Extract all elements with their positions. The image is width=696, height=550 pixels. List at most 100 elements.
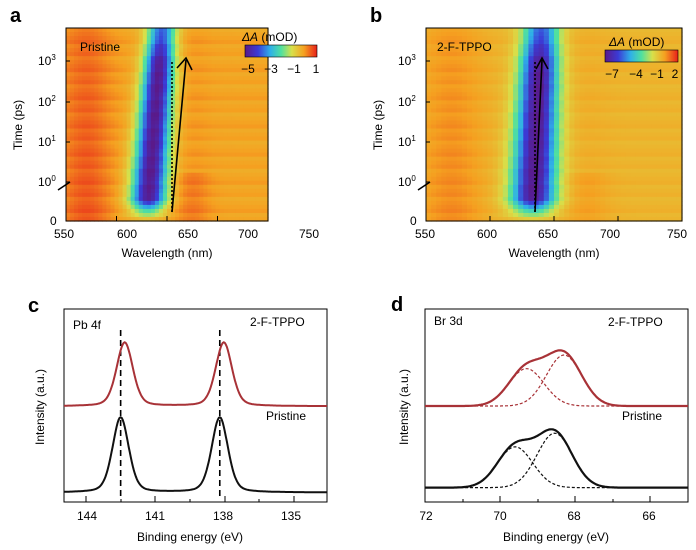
heatmap-cell	[451, 124, 458, 130]
heatmap-cell	[251, 128, 257, 134]
heatmap-cell	[162, 204, 168, 210]
heatmap-cell	[199, 128, 204, 134]
heatmap-cell	[263, 112, 269, 118]
heatmap-cell	[431, 96, 437, 101]
heatmap-cell	[138, 132, 144, 138]
heatmap-cell	[436, 48, 442, 53]
heatmap-cell	[86, 192, 91, 198]
heatmap-cell	[219, 112, 225, 118]
heatmap-cell	[142, 116, 148, 122]
heatmap-cell	[98, 28, 103, 33]
heatmap-cell	[94, 72, 99, 77]
heatmap-cell	[106, 56, 112, 61]
heatmap-cell	[574, 184, 581, 190]
heatmap-cell	[66, 108, 71, 114]
heatmap-cell	[118, 148, 124, 154]
heatmap-cell	[676, 40, 683, 45]
heatmap-cell	[223, 216, 229, 222]
heatmap-cell	[82, 156, 87, 162]
heatmap-cell	[167, 208, 172, 214]
heatmap-cell	[179, 212, 184, 218]
heatmap-cell	[239, 96, 245, 101]
heatmap-cell	[584, 72, 591, 77]
heatmap-cell	[183, 84, 188, 89]
heatmap-cell	[554, 180, 560, 186]
heatmap-cell	[122, 120, 128, 126]
heatmap-cell	[235, 36, 241, 41]
heatmap-cell	[207, 168, 213, 174]
heatmap-cell	[110, 68, 116, 73]
heatmap-cell	[518, 104, 524, 110]
heatmap-cell	[523, 68, 529, 73]
heatmap-cell	[600, 80, 606, 85]
heatmap-cell	[167, 84, 172, 89]
heatmap-cell	[243, 108, 249, 114]
heatmap-cell	[259, 212, 265, 218]
heatmap-cell	[243, 92, 249, 97]
heatmap-cell	[441, 156, 448, 162]
heatmap-cell	[207, 136, 213, 142]
colorbar-a-tick: −3	[264, 62, 278, 76]
heatmap-cell	[513, 212, 519, 218]
heatmap-cell	[497, 136, 504, 142]
heatmap-cell	[219, 68, 225, 73]
heatmap-cell	[487, 104, 494, 110]
heatmap-cell	[502, 60, 509, 65]
heatmap-cell	[94, 88, 99, 93]
heatmap-cell	[146, 152, 152, 158]
heatmap-cell	[671, 68, 678, 73]
heatmap-cell	[130, 168, 136, 174]
heatmap-cell	[138, 92, 144, 97]
heatmap-cell	[441, 92, 448, 97]
heatmap-cell	[195, 160, 200, 166]
heatmap-cell	[461, 40, 468, 45]
heatmap-cell	[102, 148, 107, 154]
heatmap-cell	[661, 68, 668, 73]
heatmap-cell	[538, 92, 545, 97]
heatmap-cell	[171, 208, 176, 214]
heatmap-cell	[630, 180, 637, 186]
heatmap-cell	[651, 156, 657, 162]
heatmap-cell	[171, 88, 176, 93]
heatmap-cell	[211, 80, 217, 85]
heatmap-cell	[564, 120, 570, 126]
heatmap-cell	[118, 200, 124, 206]
heatmap-cell	[482, 112, 489, 118]
heatmap-cell	[548, 204, 555, 210]
heatmap-cell	[74, 160, 79, 166]
heatmap-cell	[559, 124, 565, 130]
heatmap-cell	[523, 56, 529, 61]
heatmap-cell	[74, 40, 79, 45]
heatmap-cell	[559, 100, 565, 105]
heatmap-cell	[554, 80, 560, 85]
heatmap-cell	[451, 56, 458, 61]
heatmap-cell	[584, 92, 591, 97]
heatmap-cell	[94, 48, 99, 53]
heatmap-cell	[610, 212, 617, 218]
heatmap-cell	[574, 104, 581, 110]
heatmap-cell	[456, 64, 463, 69]
heatmap-cell	[466, 80, 473, 85]
heatmap-cell	[162, 176, 168, 182]
heatmap-cell	[502, 40, 509, 45]
heatmap-cell	[635, 204, 642, 210]
heatmap-cell	[533, 148, 540, 154]
heatmap-cell	[559, 96, 565, 101]
heatmap-cell	[523, 136, 529, 142]
heatmap-cell	[195, 48, 200, 53]
heatmap-cell	[436, 40, 442, 45]
heatmap-cell	[554, 148, 560, 154]
heatmap-cell	[446, 112, 453, 118]
heatmap-cell	[538, 156, 545, 162]
heatmap-cell	[110, 48, 116, 53]
heatmap-cell	[122, 116, 128, 122]
x-tick-c: 135	[281, 509, 301, 523]
heatmap-cell	[656, 32, 663, 37]
heatmap-cell	[167, 136, 172, 142]
heatmap-cell	[191, 200, 196, 206]
heatmap-cell	[175, 96, 180, 101]
heatmap-cell	[554, 144, 560, 150]
heatmap-cell	[456, 156, 463, 162]
heatmap-cell	[671, 168, 678, 174]
heatmap-cell	[255, 116, 261, 122]
